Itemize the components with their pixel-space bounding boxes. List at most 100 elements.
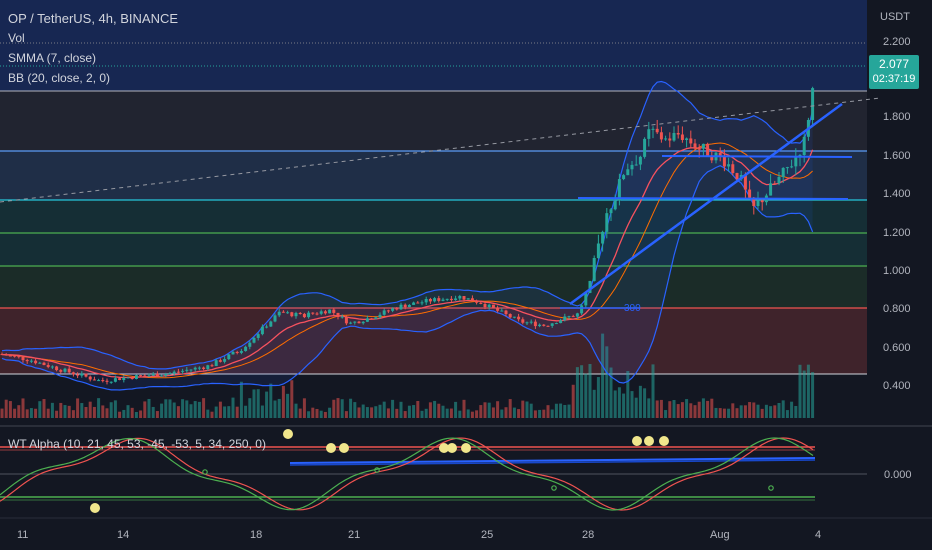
volume-bar	[260, 405, 264, 418]
volume-bar	[311, 407, 315, 418]
volume-bar	[466, 409, 470, 418]
volume-bar	[189, 404, 193, 418]
candle-body	[752, 197, 756, 207]
candle-body	[34, 360, 38, 364]
candle-body	[357, 321, 361, 324]
bb-legend[interactable]: BB (20, close, 2, 0)	[8, 71, 111, 85]
candle-body	[328, 309, 332, 314]
candle-body	[521, 319, 525, 323]
volume-bar	[223, 406, 227, 418]
volume-bar	[185, 400, 189, 418]
price-tick: 1.800	[883, 111, 911, 123]
volume-bar	[336, 398, 340, 418]
candle-body	[441, 299, 445, 301]
symbol-title[interactable]: OP / TetherUS, 4h, BINANCE	[8, 11, 179, 26]
candle-body	[349, 322, 353, 324]
volume-bar	[126, 405, 130, 418]
time-axis[interactable]: 11 14 18 21 25 28 Aug 4	[0, 517, 932, 541]
volume-bar	[689, 403, 693, 418]
candle-body	[433, 298, 437, 302]
candle-body	[529, 321, 533, 323]
bb-lower-band	[1, 165, 814, 391]
candle-body	[664, 138, 668, 140]
volume-bar	[302, 398, 306, 418]
candle-body	[458, 296, 462, 299]
volume-bar	[239, 381, 243, 418]
candle-body	[160, 375, 164, 377]
volume-bar	[626, 371, 630, 418]
candle-body	[483, 303, 487, 308]
dashed-trendline	[0, 97, 881, 203]
volume-bar	[101, 405, 105, 418]
candle-body	[374, 317, 378, 320]
candle-body	[546, 325, 550, 327]
volume-bar	[517, 409, 521, 418]
candle-body	[424, 298, 428, 303]
volume-bar	[735, 408, 739, 418]
volume-bar	[718, 408, 722, 418]
volume-bar	[130, 407, 134, 418]
volume-bar	[554, 403, 558, 418]
volume-bar	[97, 398, 101, 418]
volume-legend[interactable]: Vol	[8, 31, 25, 45]
candle-body	[638, 156, 642, 165]
candle-body	[794, 157, 798, 167]
volume-bar	[475, 410, 479, 418]
candle-body	[130, 377, 134, 379]
volume-bar	[92, 406, 96, 418]
candle-body	[336, 312, 340, 318]
oscillator-legend[interactable]: WT Alpha (10, 21, 45, 53, -45, -53, 5, 3…	[8, 437, 266, 451]
candle-body	[399, 304, 403, 310]
price-axis[interactable]: USDT 2.200 1.800 1.600 1.400 1.200 1.000…	[880, 11, 911, 392]
candle-body	[487, 304, 491, 308]
volume-bar	[202, 398, 206, 418]
volume-bar	[470, 411, 474, 418]
volume-bar	[370, 407, 374, 418]
candle-body	[769, 183, 773, 196]
candle-body	[659, 132, 663, 140]
volume-bar	[386, 408, 390, 418]
candle-body	[185, 369, 189, 371]
volume-bar	[806, 364, 810, 418]
volume-bar	[643, 388, 647, 418]
volume-bar	[428, 402, 432, 418]
wt-signal-dot	[439, 443, 449, 453]
candle-body	[231, 351, 235, 355]
candle-body	[307, 312, 311, 318]
volume-bar	[231, 397, 235, 418]
volume-bar	[559, 403, 563, 418]
volume-bar	[680, 402, 684, 418]
candle-body	[567, 316, 571, 318]
candle-body	[647, 129, 651, 139]
volume-bar	[752, 402, 756, 418]
volume-bar	[664, 410, 668, 418]
volume-bar	[445, 408, 449, 418]
candle-body	[223, 359, 227, 362]
candle-body	[21, 356, 25, 361]
candle-body	[525, 322, 529, 324]
candle-body	[466, 298, 470, 300]
candle-body	[281, 311, 285, 313]
candle-body	[609, 209, 613, 214]
smma-legend[interactable]: SMMA (7, close)	[8, 51, 97, 65]
volume-bar	[714, 407, 718, 418]
candle-body	[97, 380, 101, 382]
candle-body	[403, 304, 407, 308]
volume-bar	[634, 397, 638, 418]
candle-body	[542, 324, 546, 326]
volume-bar	[630, 391, 634, 418]
candle-body	[517, 316, 521, 320]
candle-body	[25, 360, 29, 362]
candle-body	[378, 314, 382, 318]
volume-bar	[449, 408, 453, 418]
candle-body	[88, 376, 92, 380]
candle-body	[210, 365, 214, 367]
volume-bar	[378, 404, 382, 418]
volume-bar	[281, 385, 285, 418]
candle-body	[701, 143, 705, 149]
volume-bar	[42, 399, 46, 418]
volume-bar	[483, 402, 487, 418]
time-tick: 11	[17, 529, 28, 541]
volume-bar	[105, 408, 109, 418]
